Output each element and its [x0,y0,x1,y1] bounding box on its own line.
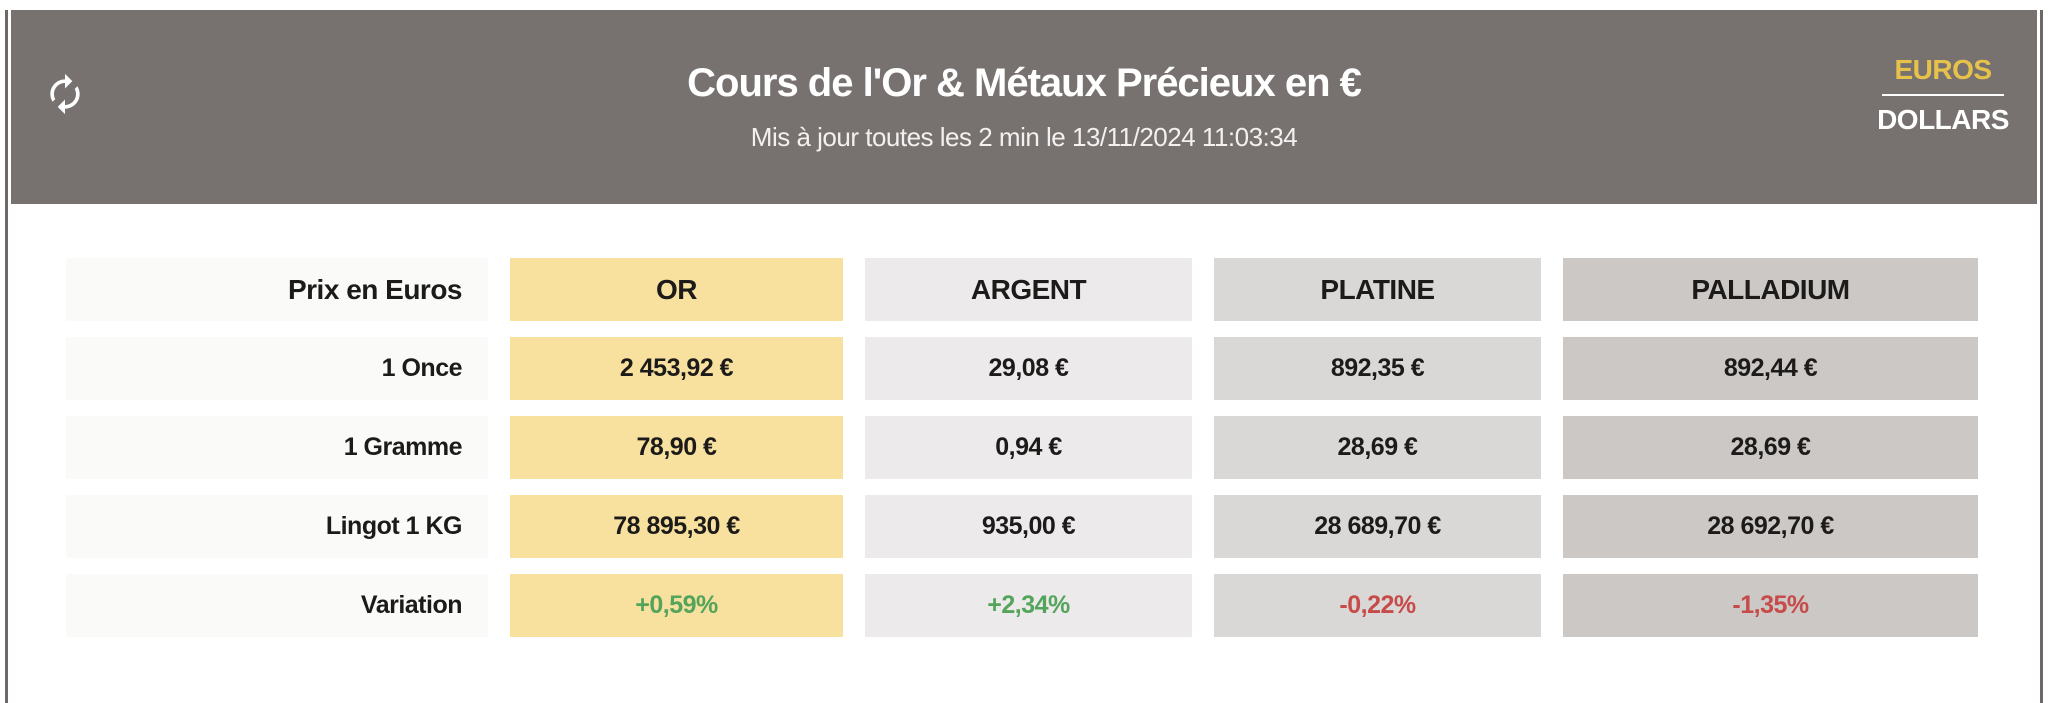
price-cell-or-lingot: 78 895,30 € [510,495,843,558]
price-cell-platine-1-once: 892,35 € [1214,337,1541,400]
row-label-variation: Variation [66,574,488,637]
refresh-button[interactable] [41,70,89,118]
price-cell-platine-lingot: 28 689,70 € [1214,495,1541,558]
last-updated-text: Mis à jour toutes les 2 min le 13/11/202… [750,122,1298,152]
row-label-lingot-1-kg: Lingot 1 KG [66,495,488,558]
variation-cell-argent: +2,34% [865,574,1192,637]
widget-header: Cours de l'Or & Métaux Précieux en € Mis… [11,10,2037,204]
price-cell-argent-lingot: 935,00 € [865,495,1192,558]
variation-cell-palladium: -1,35% [1563,574,1978,637]
price-cell-palladium-1-once: 892,44 € [1563,337,1978,400]
currency-dollars-link[interactable]: DOLLARS [1877,96,2009,144]
currency-toggle: EUROS DOLLARS [1875,46,2011,144]
price-cell-argent-1-gramme: 0,94 € [865,416,1192,479]
column-header-or: OR [510,258,843,321]
column-header-palladium: PALLADIUM [1563,258,1978,321]
price-cell-platine-1-gramme: 28,69 € [1214,416,1541,479]
row-label-1-once: 1 Once [66,337,488,400]
row-label-1-gramme: 1 Gramme [66,416,488,479]
column-header-platine: PLATINE [1214,258,1541,321]
variation-cell-platine: -0,22% [1214,574,1541,637]
price-table: Prix en Euros OR ARGENT PLATINE PALLADIU… [66,258,2040,637]
gold-price-widget: Cours de l'Or & Métaux Précieux en € Mis… [5,10,2043,703]
price-table-area: Prix en Euros OR ARGENT PLATINE PALLADIU… [8,204,2040,637]
price-cell-argent-1-once: 29,08 € [865,337,1192,400]
currency-euros-link[interactable]: EUROS [1894,46,1992,94]
price-cell-or-1-once: 2 453,92 € [510,337,843,400]
price-cell-palladium-lingot: 28 692,70 € [1563,495,1978,558]
column-header-argent: ARGENT [865,258,1192,321]
refresh-icon [50,73,80,115]
price-cell-or-1-gramme: 78,90 € [510,416,843,479]
currency-divider [1882,94,2004,96]
page-title: Cours de l'Or & Métaux Précieux en € [687,61,1362,105]
price-cell-palladium-1-gramme: 28,69 € [1563,416,1978,479]
variation-cell-or: +0,59% [510,574,843,637]
table-corner-label: Prix en Euros [66,258,488,321]
